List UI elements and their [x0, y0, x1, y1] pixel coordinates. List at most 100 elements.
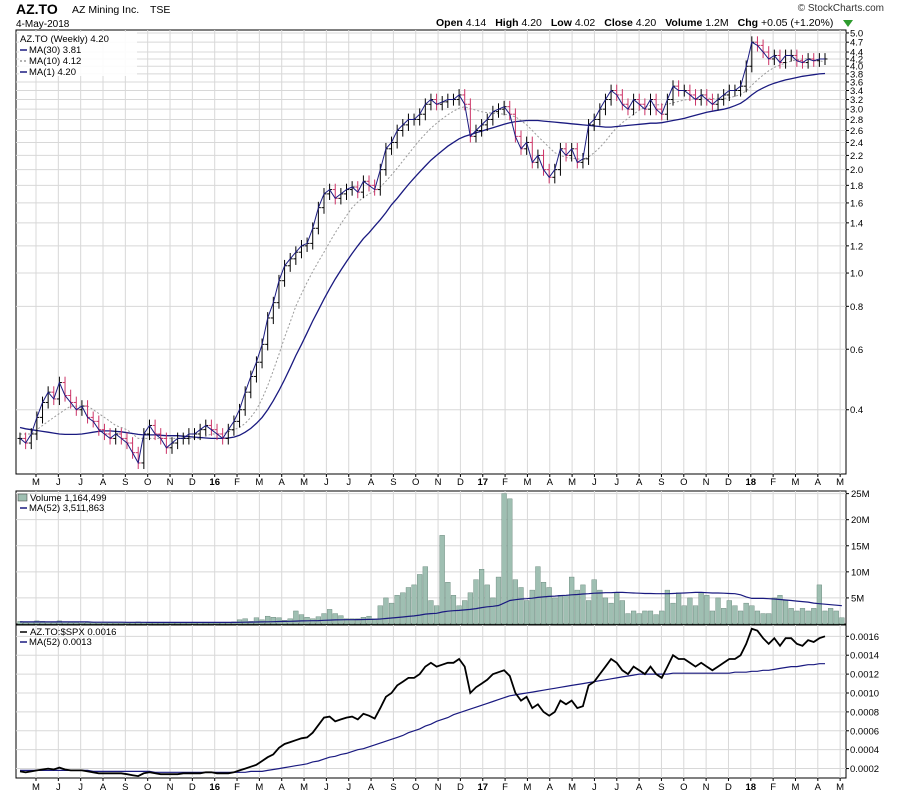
volume-bar — [771, 597, 777, 625]
volume-bar — [327, 609, 333, 625]
volume-bar — [479, 569, 485, 625]
y-tick-label: 4.7 — [850, 38, 863, 49]
y-tick-label: 10M — [851, 567, 870, 578]
ma30-line — [19, 72, 826, 440]
x-tick-label: M — [568, 477, 576, 488]
volume-bar — [388, 602, 395, 625]
y-tick-label: 3.6 — [850, 77, 863, 88]
volume-bar — [602, 597, 609, 625]
volume-bar — [687, 597, 693, 625]
x-tick-label: J — [56, 782, 61, 793]
ma10-line — [20, 58, 826, 439]
volume-bar — [405, 587, 412, 625]
volume-bar — [281, 620, 288, 625]
y-tick-label: 0.8 — [850, 302, 863, 313]
price-panel: M J J A S O N D 16 F M A M J J A S O N D 17 F M A M J J A S O N D 18 F M A M… — [15, 28, 863, 488]
quote-open: Open 4.14 — [436, 17, 486, 29]
x-tick-label: D — [725, 782, 732, 793]
volume-bar — [433, 605, 440, 625]
x-tick-label: M — [32, 782, 40, 793]
quote-value: +0.05 (+1.20%) — [761, 17, 833, 29]
volume-bar — [400, 592, 406, 625]
y-tick-label: 5.0 — [850, 28, 863, 39]
quote-label: Volume — [665, 17, 705, 29]
x-tick-label: N — [167, 782, 174, 793]
volume-bar — [321, 613, 327, 625]
x-tick-label: J — [592, 477, 597, 488]
x-tick-label: 17 — [477, 782, 488, 793]
volume-bar — [186, 622, 192, 625]
volume-bar — [614, 592, 620, 625]
x-tick-label: D — [457, 477, 464, 488]
volume-bar — [428, 600, 434, 625]
volume-bar — [473, 579, 479, 625]
x-tick-label: J — [346, 477, 351, 488]
quote-label: Close — [604, 17, 636, 29]
volume-bar — [118, 622, 124, 625]
volume-bar — [721, 608, 727, 625]
chart-date: 4-May-2018 — [16, 19, 70, 30]
x-tick-label: F — [770, 782, 776, 793]
x-tick-label: M — [523, 477, 531, 488]
legend-label: MA(1) 4.20 — [29, 67, 76, 78]
quote-row: Open 4.14 High 4.20 Low 4.02 Close 4.20 Volu… — [436, 17, 833, 29]
volume-bar — [422, 566, 428, 625]
y-tick-label: 4.4 — [850, 48, 863, 59]
volume-bar — [332, 613, 338, 625]
volume-bar — [158, 622, 164, 625]
x-tick-label: M — [255, 782, 263, 793]
y-tick-label: 3.2 — [850, 95, 863, 106]
volume-bar — [799, 608, 806, 625]
volume-bar — [569, 576, 575, 625]
volume-bar — [726, 600, 732, 625]
quote-volume: Volume 1.2M — [665, 17, 728, 29]
volume-ma-line — [20, 591, 842, 623]
volume-bar — [608, 602, 614, 625]
x-tick-label: O — [680, 782, 687, 793]
volume-bar — [439, 535, 445, 625]
volume-bar — [659, 610, 665, 625]
x-tick-label: A — [279, 782, 286, 793]
volume-bar — [681, 605, 687, 625]
exchange-name: TSE — [150, 4, 170, 16]
x-tick-label: D — [189, 477, 196, 488]
volume-bar — [676, 592, 682, 625]
volume-bar — [214, 622, 220, 625]
x-tick-label: A — [279, 477, 286, 488]
x-tick-label: M — [300, 782, 308, 793]
quote-value: 4.02 — [575, 17, 596, 29]
volume-bar — [540, 582, 547, 625]
x-tick-label: M — [792, 477, 800, 488]
volume-bar — [828, 608, 834, 625]
y-tick-label: 1.0 — [850, 269, 863, 280]
y-tick-label: 0.0004 — [850, 745, 879, 756]
y-tick-label: 25M — [851, 489, 870, 500]
copyright-label: © StockCharts.com — [798, 3, 884, 14]
legend-label: MA(30) 3.81 — [29, 45, 81, 56]
x-tick-label: M — [792, 782, 800, 793]
x-tick-label: 16 — [209, 477, 220, 488]
ticker-symbol: AZ.TO — [16, 1, 58, 17]
ratio-panel: M J J A S O N D 16 F M A M J J A S O N D 17 F M A M J J A S O N D 18 F M A M… — [15, 624, 879, 793]
x-tick-label: D — [189, 782, 196, 793]
x-tick-label: S — [390, 782, 396, 793]
y-tick-label: 2.8 — [850, 115, 863, 126]
volume-bar — [23, 622, 29, 625]
x-tick-label: S — [390, 477, 396, 488]
quote-label: Chg — [738, 17, 761, 29]
x-tick-label: O — [680, 477, 687, 488]
y-tick-label: 0.0006 — [850, 726, 879, 737]
x-tick-label: A — [636, 477, 643, 488]
x-tick-label: A — [815, 782, 822, 793]
x-tick-label: 18 — [746, 782, 757, 793]
y-tick-label: 2.2 — [850, 151, 863, 162]
volume-bar — [265, 615, 271, 625]
volume-bar — [794, 610, 800, 625]
volume-bar — [754, 610, 761, 625]
x-tick-label: A — [100, 477, 107, 488]
y-tick-label: 1.2 — [850, 241, 863, 252]
volume-bar — [456, 605, 462, 625]
legend-label: MA(10) 4.12 — [29, 56, 81, 67]
x-tick-label: S — [658, 477, 664, 488]
